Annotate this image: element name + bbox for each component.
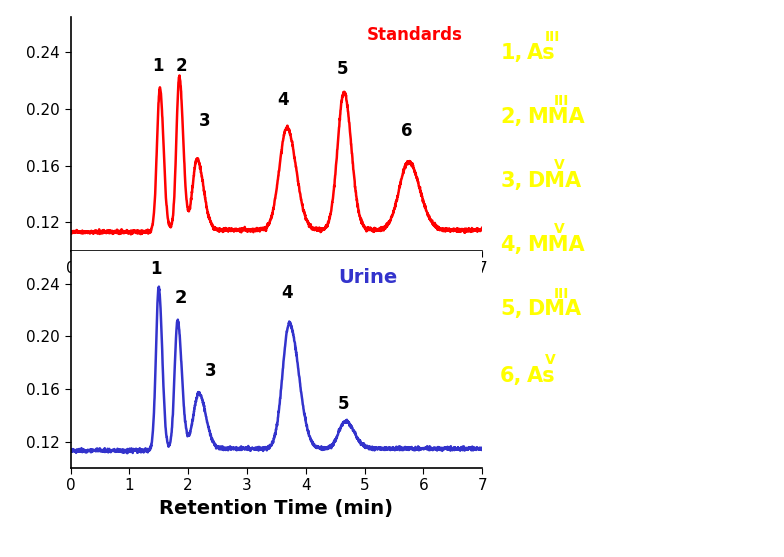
Text: Urine: Urine (338, 268, 397, 287)
Text: 2: 2 (175, 289, 187, 307)
Text: III: III (554, 286, 569, 301)
Text: III: III (545, 30, 561, 45)
Text: 1,: 1, (500, 43, 523, 63)
Text: 6: 6 (401, 122, 412, 140)
Text: 1: 1 (152, 57, 163, 75)
Text: As: As (527, 43, 556, 63)
Text: 5: 5 (336, 60, 348, 77)
X-axis label: Retention Time (min): Retention Time (min) (159, 499, 394, 518)
Text: 3,: 3, (500, 171, 523, 191)
Text: 4: 4 (281, 284, 292, 302)
Text: 6,: 6, (500, 366, 523, 386)
Text: 1: 1 (150, 260, 162, 278)
Text: MMA: MMA (527, 107, 585, 127)
Text: 5: 5 (338, 394, 350, 413)
Text: 5,: 5, (500, 299, 523, 319)
Text: DMA: DMA (527, 299, 581, 319)
Text: MMA: MMA (527, 235, 585, 255)
Text: V: V (545, 353, 556, 368)
Text: 4,: 4, (500, 235, 523, 255)
Text: Standards: Standards (367, 26, 463, 44)
Text: As: As (527, 366, 556, 386)
Text: 3: 3 (205, 361, 216, 380)
Text: 2,: 2, (500, 107, 523, 127)
Text: V: V (554, 158, 564, 173)
Text: 3: 3 (199, 112, 210, 130)
Text: 2: 2 (176, 57, 187, 75)
Text: 4: 4 (278, 91, 289, 109)
Text: DMA: DMA (527, 171, 581, 191)
Text: III: III (554, 94, 569, 109)
Text: V: V (554, 222, 564, 237)
